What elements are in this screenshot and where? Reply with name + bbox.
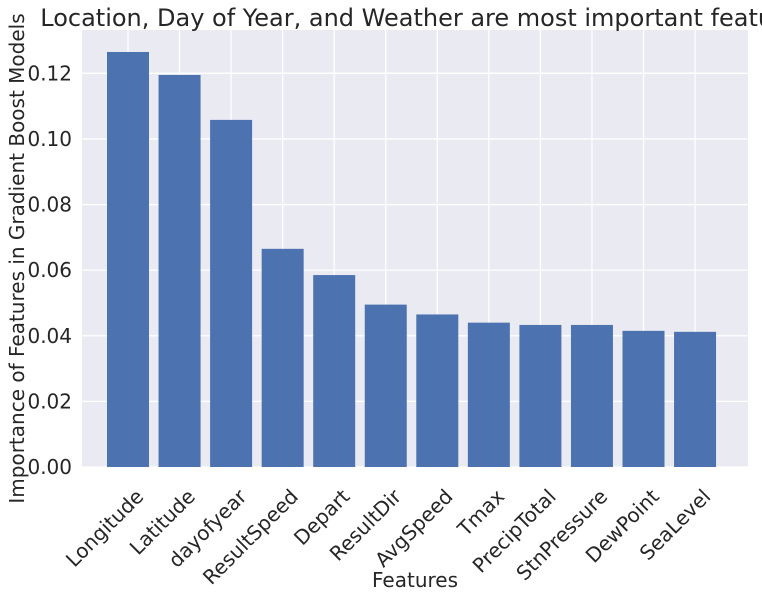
bar-dewpoint	[622, 330, 665, 467]
y-tick-label: 0.08	[27, 193, 72, 217]
x-axis-label: Features	[372, 568, 458, 592]
bar-stnpressure	[570, 324, 613, 467]
bar-resultdir	[364, 304, 407, 467]
bar-tmax	[467, 322, 510, 467]
bars	[107, 51, 717, 468]
bar-sealevel	[674, 331, 717, 467]
bar-preciptotal	[519, 324, 562, 467]
y-axis-ticks: 0.00 0.02 0.04 0.06 0.08 0.10 0.12	[27, 61, 72, 479]
x-tick-label: Longitude	[61, 484, 148, 571]
chart-title: Location, Day of Year, and Weather are m…	[40, 4, 762, 32]
y-tick-label: 0.10	[27, 127, 72, 151]
y-axis-label: Importance of Features in Gradient Boost…	[5, 13, 29, 503]
y-tick-label: 0.12	[27, 61, 72, 85]
y-tick-label: 0.00	[27, 455, 72, 479]
bar-latitude	[158, 74, 201, 468]
bar-avgspeed	[416, 314, 459, 467]
y-tick-label: 0.02	[27, 389, 72, 413]
bar-longitude	[107, 51, 149, 467]
bar-resultspeed	[261, 248, 304, 467]
y-tick-label: 0.06	[27, 258, 72, 282]
bar-depart	[313, 275, 356, 467]
bar-dayofyear	[210, 119, 253, 467]
y-tick-label: 0.04	[27, 324, 72, 348]
